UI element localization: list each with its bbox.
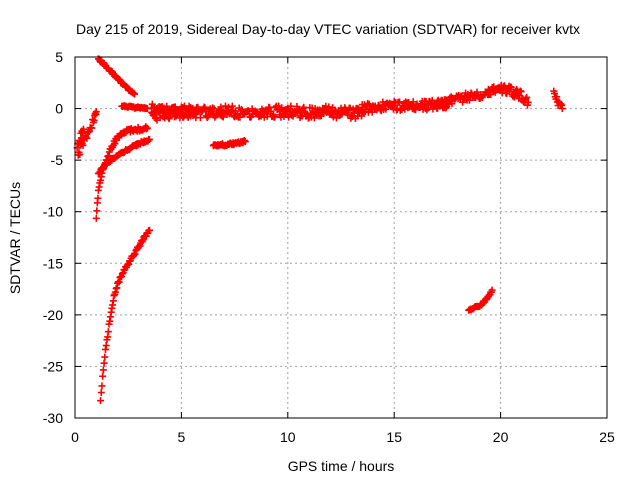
data-point xyxy=(92,108,100,116)
y-tick-label: -30 xyxy=(43,410,63,426)
data-point xyxy=(507,83,515,91)
x-tick-label: 20 xyxy=(493,429,509,445)
data-point xyxy=(98,382,106,390)
data-point xyxy=(76,137,84,145)
data-points xyxy=(73,55,566,405)
data-point xyxy=(145,226,153,234)
data-point xyxy=(524,98,532,106)
data-point xyxy=(210,105,218,113)
data-point xyxy=(77,134,85,142)
data-point xyxy=(217,103,225,111)
data-point xyxy=(99,366,107,374)
x-axis-label: GPS time / hours xyxy=(288,458,395,474)
y-tick-label: -10 xyxy=(43,204,63,220)
y-tick-label: -20 xyxy=(43,307,63,323)
data-point xyxy=(143,124,151,132)
data-point xyxy=(93,207,101,215)
x-tick-label: 10 xyxy=(280,429,296,445)
x-tick-label: 25 xyxy=(599,429,615,445)
data-point xyxy=(196,114,204,122)
data-point xyxy=(488,286,496,294)
axis-ticks: 0 5 10 15 20 25 5 0 -5 -10 -15 -20 -25 -30 xyxy=(43,49,615,445)
data-point xyxy=(225,103,233,111)
data-point xyxy=(94,194,102,202)
y-tick-label: -5 xyxy=(51,152,64,168)
data-point xyxy=(79,141,87,149)
data-point xyxy=(271,113,279,121)
data-point xyxy=(92,214,100,222)
y-tick-label: -15 xyxy=(43,255,63,271)
data-point xyxy=(517,88,525,96)
data-point xyxy=(409,98,417,106)
data-point xyxy=(145,136,153,144)
data-point xyxy=(396,98,404,106)
data-point xyxy=(99,372,107,380)
data-point xyxy=(287,102,295,110)
data-point xyxy=(101,353,109,361)
data-point xyxy=(558,105,566,113)
data-point xyxy=(76,150,84,158)
data-point xyxy=(293,102,301,110)
y-tick-label: 5 xyxy=(55,49,63,65)
data-point xyxy=(209,104,217,112)
data-point xyxy=(266,104,274,112)
data-point xyxy=(382,105,390,113)
data-point xyxy=(440,102,448,110)
data-point xyxy=(368,108,376,116)
data-point xyxy=(131,90,139,98)
y-axis-label: SDTVAR / TECUs xyxy=(7,182,23,294)
data-point xyxy=(80,125,88,133)
data-point xyxy=(104,328,112,336)
x-tick-label: 15 xyxy=(386,429,402,445)
y-tick-label: -25 xyxy=(43,358,63,374)
data-point xyxy=(97,389,105,397)
data-point xyxy=(241,138,249,146)
data-point xyxy=(97,397,105,405)
chart-title: Day 215 of 2019, Sidereal Day-to-day VTE… xyxy=(76,21,580,37)
plot-frame xyxy=(74,56,608,419)
data-point xyxy=(433,104,441,112)
data-point xyxy=(194,108,202,116)
data-point xyxy=(100,359,108,367)
y-tick-label: 0 xyxy=(55,101,63,117)
data-point xyxy=(523,93,531,101)
x-tick-label: 5 xyxy=(178,429,186,445)
x-tick-label: 0 xyxy=(71,429,79,445)
data-point xyxy=(88,124,96,132)
